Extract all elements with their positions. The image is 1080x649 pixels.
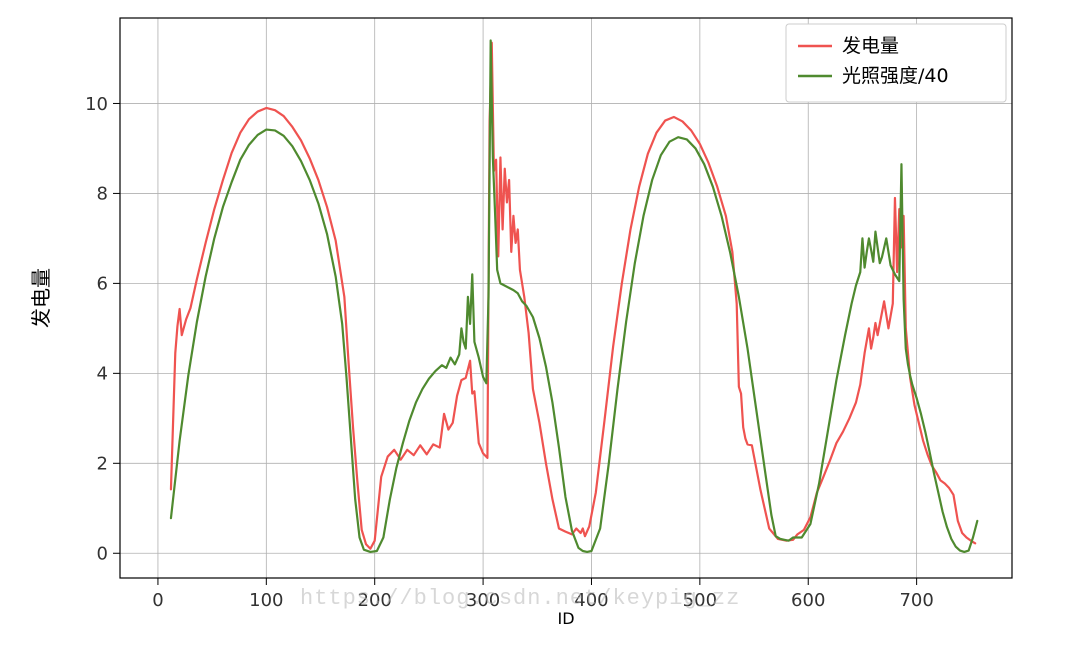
legend-label: 光照强度/40: [842, 65, 949, 87]
y-tick-label: 4: [97, 364, 108, 385]
chart-container: 01002003004005006007000246810ID发电量发电量光照强…: [0, 0, 1080, 649]
y-tick-label: 10: [85, 94, 108, 115]
legend: 发电量光照强度/40: [786, 24, 1006, 102]
y-tick-label: 6: [97, 274, 108, 295]
x-axis-label: ID: [557, 609, 574, 628]
y-axis-label: 发电量: [29, 268, 53, 328]
line-chart: 01002003004005006007000246810ID发电量发电量光照强…: [0, 0, 1080, 649]
x-tick-label: 0: [152, 590, 163, 611]
y-tick-label: 2: [97, 454, 108, 475]
watermark-text: https://blog.csdn.net/keypig_zz: [300, 586, 740, 611]
legend-label: 发电量: [842, 35, 899, 57]
y-tick-label: 0: [97, 544, 108, 565]
y-tick-label: 8: [97, 184, 108, 205]
x-tick-label: 700: [899, 590, 933, 611]
x-tick-label: 100: [249, 590, 283, 611]
x-tick-label: 600: [791, 590, 825, 611]
